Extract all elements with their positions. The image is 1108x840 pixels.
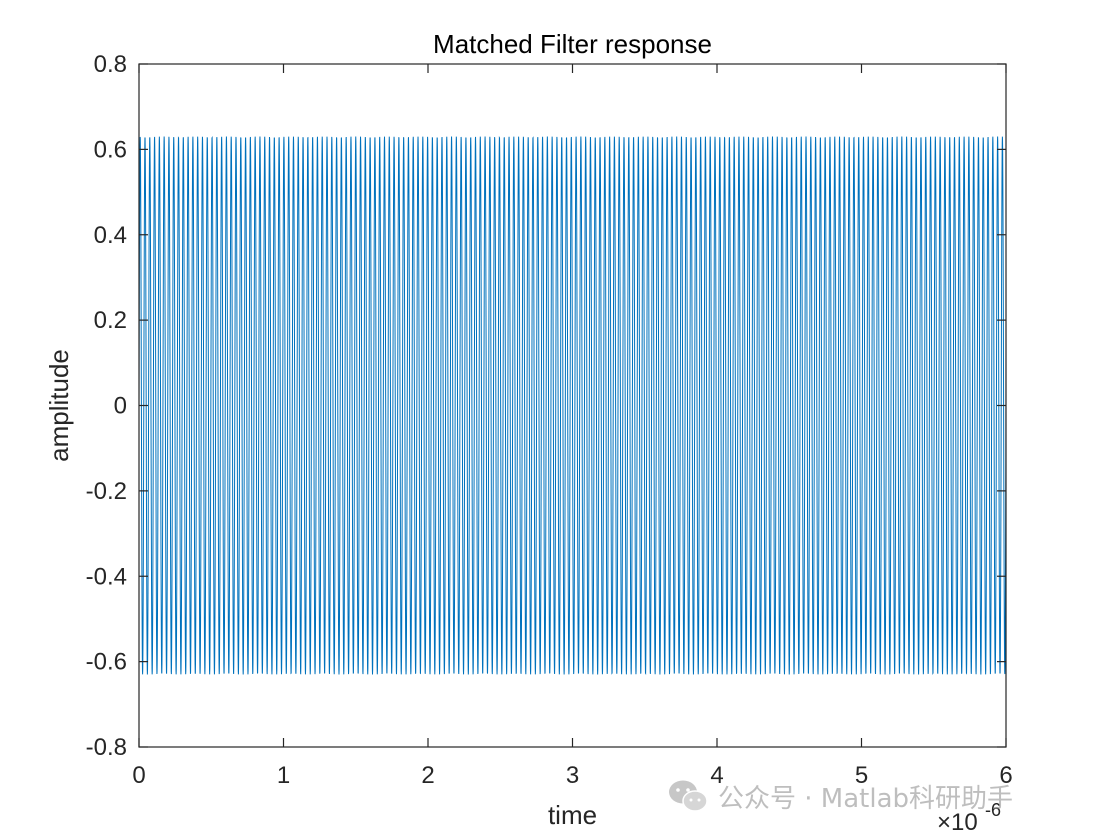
x-tick-label: 6 <box>999 762 1012 789</box>
x-tick-label: 5 <box>855 762 868 789</box>
x-axis-label: time <box>548 800 597 830</box>
x-tick-label: 0 <box>132 762 145 789</box>
data-layer <box>138 135 1007 676</box>
chart-title: Matched Filter response <box>433 29 712 59</box>
y-tick-label: 0.8 <box>94 51 127 78</box>
wechat-icon <box>669 780 708 812</box>
x-tick-label: 4 <box>710 762 723 789</box>
x-tick-label: 3 <box>566 762 579 789</box>
x-exponent-label: ×10 -6 <box>937 800 1001 836</box>
watermark: 公众号 · Matlab科研助手 <box>668 776 1013 816</box>
y-tick-label: 0 <box>114 393 127 420</box>
y-tick-label: -0.4 <box>86 563 127 590</box>
series-line <box>138 135 1007 676</box>
y-tick-label: -0.8 <box>86 734 127 761</box>
x-exponent-base: ×10 <box>937 809 978 836</box>
x-exponent-power: -6 <box>985 800 1001 820</box>
tick-layer: 0 1 2 3 4 5 6 -0.8 -0.6 -0.4 -0.2 0 0.2 0.4 0.6 0.8 <box>86 51 1013 789</box>
x-tick-label: 1 <box>277 762 290 789</box>
y-tick-label: 0.4 <box>94 222 127 249</box>
y-tick-label: 0.2 <box>94 307 127 334</box>
watermark-text: 公众号 · Matlab科研助手 <box>718 783 1014 814</box>
y-axis-label: amplitude <box>44 349 74 462</box>
y-tick-label: -0.2 <box>86 478 127 505</box>
y-tick-label: 0.6 <box>94 136 127 163</box>
x-tick-label: 2 <box>421 762 434 789</box>
y-tick-label: -0.6 <box>86 649 127 676</box>
